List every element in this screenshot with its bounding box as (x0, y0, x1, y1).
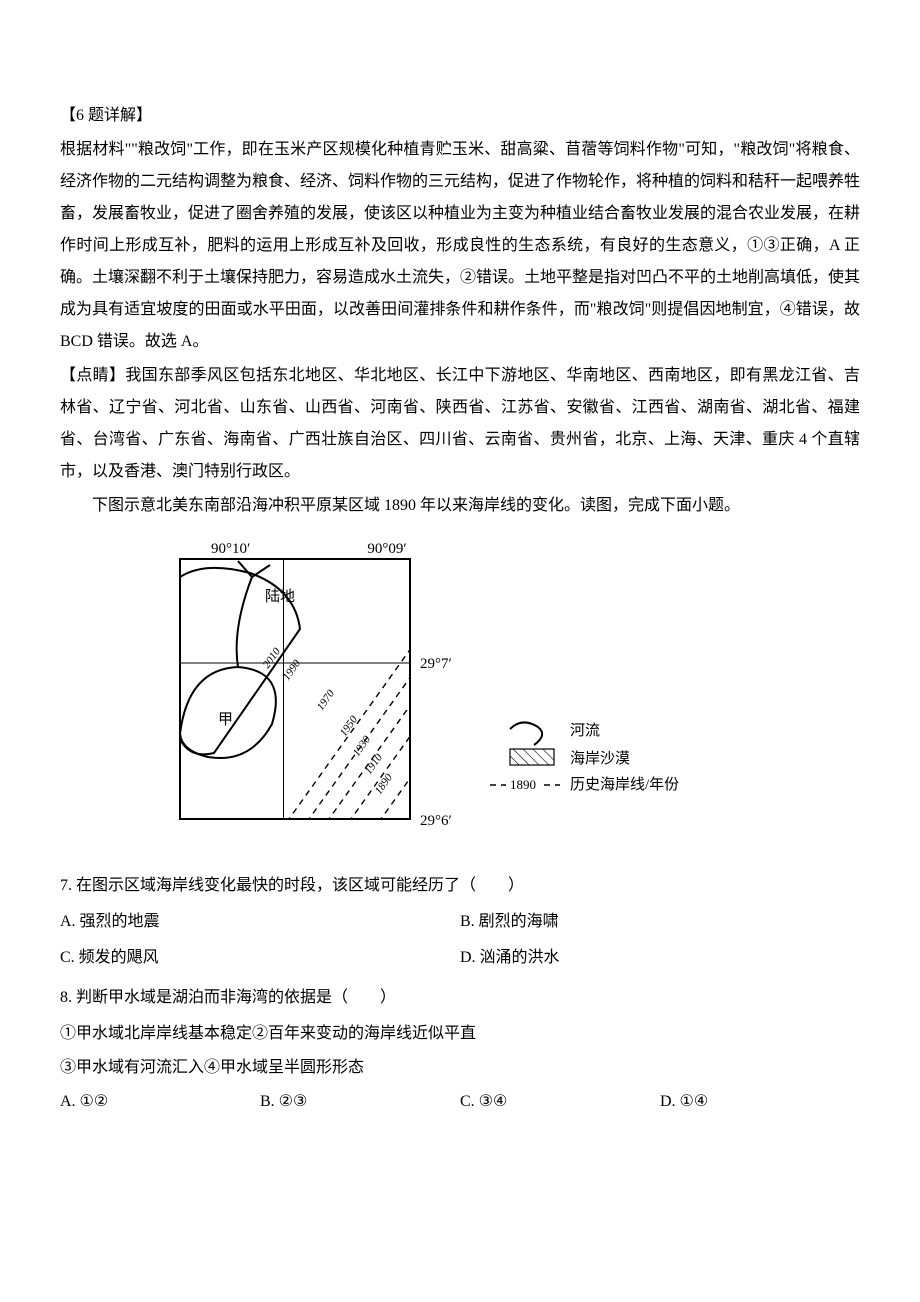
svg-text:1970: 1970 (315, 687, 338, 712)
svg-text:甲: 甲 (218, 712, 233, 728)
dianqing-body: 我国东部季风区包括东北地区、华北地区、长江中下游地区、华南地区、西南地区，即有黑… (60, 367, 860, 480)
svg-text:1930: 1930 (351, 733, 374, 758)
explain-6-body: 根据材料""粮改饲"工作，即在玉米产区规模化种植青贮玉米、甜高粱、苜蓿等饲料作物… (60, 134, 860, 358)
svg-text:陆地: 陆地 (265, 588, 295, 605)
coastline-figure: 陆地甲201019901970195019301910189090°10′90°… (60, 534, 860, 854)
q8-opt-b[interactable]: B. ②③ (260, 1086, 460, 1118)
coastline-svg: 陆地甲201019901970195019301910189090°10′90°… (60, 534, 700, 854)
svg-text:1890: 1890 (373, 771, 396, 796)
svg-text:90°10′: 90°10′ (211, 541, 250, 557)
passage-text: 下图示意北美东南部沿海冲积平原某区域 1890 年以来海岸线的变化。读图，完成下… (60, 490, 860, 522)
svg-text:1990: 1990 (281, 657, 304, 682)
q7-opt-a[interactable]: A. 强烈的地震 (60, 906, 460, 938)
q8-opt-c[interactable]: C. ③④ (460, 1086, 660, 1118)
svg-text:90°09′: 90°09′ (367, 541, 406, 557)
q8-line1: ①甲水域北岸岸线基本稳定②百年来变动的海岸线近似平直 (60, 1018, 860, 1050)
q8-line2: ③甲水域有河流汇入④甲水域呈半圆形形态 (60, 1052, 860, 1084)
svg-text:1910: 1910 (363, 751, 386, 776)
q7-opt-d[interactable]: D. 汹涌的洪水 (460, 942, 860, 974)
q8-stem: 8. 判断甲水域是湖泊而非海湾的依据是（ ） (60, 982, 860, 1014)
q7-opts-row1: A. 强烈的地震 B. 剧烈的海啸 (60, 906, 860, 938)
q7-opts-row2: C. 频发的飓风 D. 汹涌的洪水 (60, 942, 860, 974)
svg-text:海岸沙漠: 海岸沙漠 (570, 750, 630, 767)
svg-text:29°7′: 29°7′ (420, 656, 452, 672)
svg-text:河流: 河流 (570, 722, 600, 739)
q7-opt-c[interactable]: C. 频发的飓风 (60, 942, 460, 974)
q8-opt-d[interactable]: D. ①④ (660, 1086, 860, 1118)
dianqing: 【点睛】我国东部季风区包括东北地区、华北地区、长江中下游地区、华南地区、西南地区… (60, 360, 860, 488)
q7-stem: 7. 在图示区域海岸线变化最快的时段，该区域可能经历了（ ） (60, 870, 860, 902)
svg-text:1890: 1890 (510, 777, 536, 792)
dianqing-title: 【点睛】 (60, 367, 125, 384)
q8-opt-a[interactable]: A. ①② (60, 1086, 260, 1118)
svg-text:29°6′: 29°6′ (420, 813, 452, 829)
q7-opt-b[interactable]: B. 剧烈的海啸 (460, 906, 860, 938)
explain-6-title: 【6 题详解】 (60, 100, 860, 132)
svg-text:1950: 1950 (338, 713, 361, 738)
q8-opts-row: A. ①② B. ②③ C. ③④ D. ①④ (60, 1086, 860, 1118)
svg-text:历史海岸线/年份: 历史海岸线/年份 (570, 776, 679, 793)
